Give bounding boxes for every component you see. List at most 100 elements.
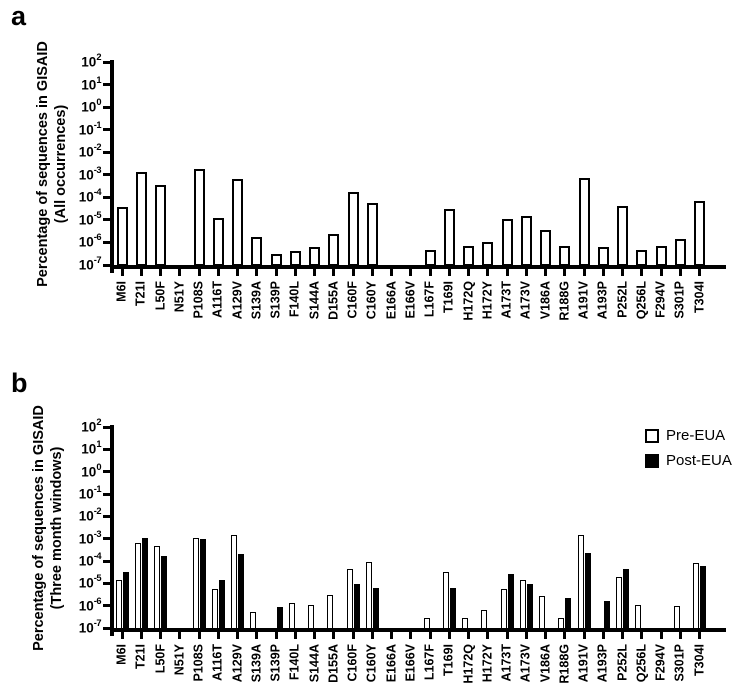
legend-item-pre-eua: Pre-EUA	[645, 428, 732, 444]
post-eua-label: Post-EUA	[666, 452, 732, 469]
bar-H172Y	[482, 241, 494, 266]
bar-F294V	[655, 245, 667, 266]
y-tick-label: 10-4	[78, 187, 102, 205]
bar-pre-D155A	[327, 594, 334, 629]
bar-T304I	[694, 200, 705, 266]
x-tick	[332, 628, 336, 639]
x-tick	[524, 628, 528, 639]
x-tick	[447, 628, 451, 639]
y-axis-label-line1: Percentage of sequences in GISAID	[31, 404, 47, 651]
y-tick-label: 10-1	[78, 119, 102, 138]
x-tick-label-text: A173T	[499, 644, 514, 682]
x-tick	[524, 265, 528, 276]
x-tick-label-text: L50F	[153, 644, 167, 674]
x-tick	[139, 628, 143, 639]
x-tick	[370, 628, 374, 639]
x-tick	[255, 628, 259, 639]
x-tick	[274, 628, 278, 639]
x-tick	[178, 265, 182, 276]
y-tick	[103, 263, 110, 267]
bar-post-A129V	[238, 553, 244, 629]
x-tick-label-text: H172Y	[480, 644, 495, 683]
x-tick	[351, 265, 355, 276]
y-tick-label: 102	[81, 52, 101, 70]
x-tick-label-text: D155A	[326, 644, 341, 683]
y-tick-label: 10-6	[78, 595, 102, 614]
bar-pre-A116T	[211, 589, 218, 629]
y-tick-label: 10-2	[78, 142, 102, 160]
x-tick-label-text: F294V	[653, 644, 668, 681]
x-tick	[678, 628, 682, 639]
y-tick-label: 10-2	[78, 506, 102, 524]
bar-post-L50F	[161, 556, 167, 629]
x-tick-label-text: S139P	[268, 644, 283, 682]
bar-post-A191V	[584, 552, 591, 629]
y-axis-line	[110, 60, 114, 273]
x-tick	[486, 628, 490, 639]
y-tick-label: 102	[81, 417, 101, 435]
y-tick	[103, 128, 110, 132]
bar-Q256L	[636, 250, 648, 266]
bar-pre-S301P	[673, 605, 680, 629]
x-tick	[447, 265, 451, 276]
y-tick	[103, 425, 110, 429]
x-tick	[505, 265, 509, 276]
bar-pre-P108S	[192, 537, 199, 629]
x-tick	[582, 265, 586, 276]
y-tick	[103, 150, 110, 154]
bar-pre-M6I	[115, 580, 122, 629]
bar-post-A173T	[507, 573, 514, 629]
legend: Pre-EUA Post-EUA	[645, 428, 732, 478]
bar-pre-A173V	[519, 580, 526, 629]
bar-pre-P252L	[616, 576, 622, 629]
x-tick-label-text: H172Q	[461, 644, 475, 684]
y-tick	[103, 60, 110, 64]
bar-post-T169I	[449, 587, 456, 629]
bar-post-S139P	[276, 606, 283, 629]
x-tick	[563, 628, 567, 639]
x-tick-label-text: M6I	[114, 644, 129, 665]
bar-H172Q	[463, 245, 474, 266]
panel-a-letter: a	[11, 1, 27, 31]
x-tick-label-text: F140L	[287, 644, 302, 681]
y-tick-label: 10-1	[78, 484, 102, 502]
bar-pre-T304I	[693, 563, 699, 629]
y-axis-label-line2: (Three month windows)	[49, 446, 65, 609]
bar-S144A	[309, 246, 320, 266]
x-tick-label-text: T169I	[441, 644, 456, 676]
x-tick	[159, 628, 162, 639]
bar-R188G	[559, 245, 571, 266]
x-tick-label-text: C160Y	[364, 644, 379, 683]
bar-pre-A173T	[500, 589, 507, 629]
x-tick-label-text: A191V	[576, 644, 591, 683]
x-tick-label-text: P252L	[615, 644, 629, 681]
y-tick-label: 10-7	[78, 618, 102, 636]
x-tick-label-text: A173V	[518, 644, 533, 683]
y-tick	[103, 105, 110, 109]
y-tick	[103, 195, 110, 199]
x-tick	[313, 265, 316, 276]
x-tick	[640, 628, 644, 639]
bar-L50F	[155, 184, 166, 266]
x-tick	[370, 265, 374, 276]
x-tick-label-text: Q256L	[634, 644, 649, 683]
y-tick	[103, 492, 110, 496]
x-tick-label-text: C160F	[345, 644, 360, 682]
x-tick	[467, 265, 470, 276]
y-tick	[103, 604, 110, 608]
x-tick-label-text: S144A	[307, 644, 321, 683]
panel-b-letter: b	[11, 368, 28, 398]
y-tick-label: 10-4	[78, 551, 102, 569]
x-tick	[351, 628, 355, 639]
bar-pre-F140L	[288, 602, 295, 629]
bar-A116T	[212, 218, 224, 266]
legend-item-post-eua: Post-EUA	[645, 453, 732, 469]
x-tick-label-text: V186A	[538, 644, 552, 683]
x-tick-label-text: S139A	[249, 644, 264, 683]
pre-eua-swatch-icon	[645, 429, 659, 443]
x-tick-label-text: A193P	[595, 644, 610, 683]
x-tick	[640, 265, 644, 276]
y-tick	[103, 559, 110, 563]
y-axis-label-text: Percentage of sequences in GISAID (Three …	[30, 405, 66, 651]
bar-post-A116T	[218, 579, 225, 629]
